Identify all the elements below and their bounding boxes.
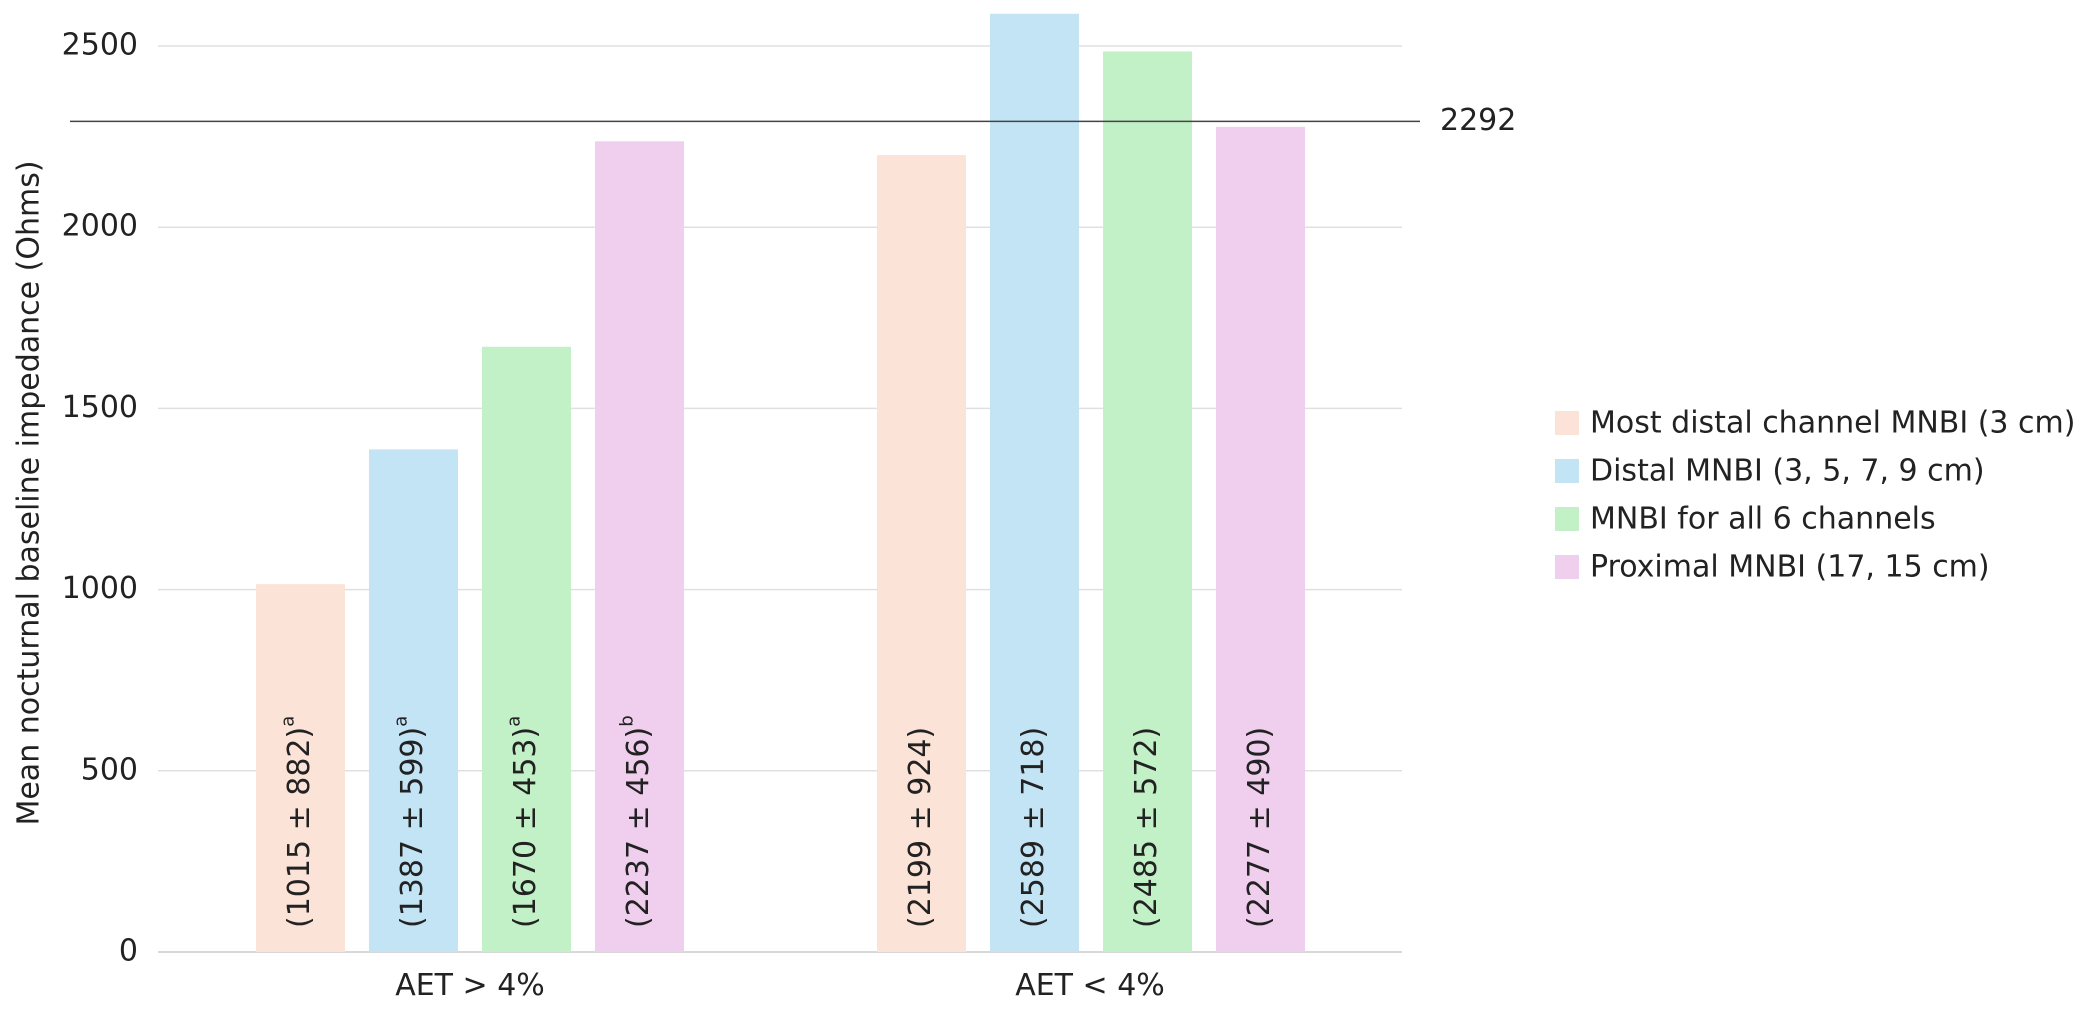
y-tick-label: 0 bbox=[119, 934, 138, 969]
bar bbox=[369, 449, 458, 952]
significance-superscript: a bbox=[504, 716, 525, 727]
y-tick-label: 1000 bbox=[62, 571, 138, 606]
bar-value-label: (1387 ± 599)a bbox=[391, 716, 431, 928]
y-tick-label: 2500 bbox=[62, 28, 138, 63]
bar bbox=[595, 141, 684, 952]
bar-value-label: (2485 ± 572) bbox=[1129, 727, 1164, 928]
category-label: AET < 4% bbox=[1015, 968, 1165, 1003]
y-tick-label: 2000 bbox=[62, 209, 138, 244]
bar-value-label: (1015 ± 882)a bbox=[278, 716, 318, 928]
gridlines bbox=[158, 45, 1402, 953]
significance-superscript: a bbox=[278, 716, 299, 727]
legend-label: Distal MNBI (3, 5, 7, 9 cm) bbox=[1590, 454, 1985, 489]
significance-superscript: b bbox=[617, 715, 638, 726]
bar-labels: (1015 ± 882)a (2199 ± 924) (1387 ± 599)a (2… bbox=[278, 715, 1278, 928]
legend: Most distal channel MNBI (3 cm) Distal MN… bbox=[1555, 406, 2075, 585]
bar bbox=[990, 13, 1079, 953]
y-axis-ticks: 0 500 1000 1500 2000 2500 bbox=[62, 28, 138, 969]
category-label: AET > 4% bbox=[395, 968, 545, 1003]
significance-superscript: a bbox=[391, 716, 412, 727]
legend-swatch bbox=[1555, 459, 1579, 483]
reference-line-group: 2292 bbox=[70, 103, 1516, 138]
legend-swatch bbox=[1555, 555, 1579, 579]
bar-value-label: (2277 ± 490) bbox=[1242, 727, 1277, 928]
bar-value-label: (2199 ± 924) bbox=[903, 727, 938, 928]
bar bbox=[877, 155, 966, 952]
bar-value-label: (2589 ± 718) bbox=[1016, 727, 1051, 928]
y-axis-title: Mean nocturnal baseline impedance (Ohms) bbox=[12, 160, 47, 825]
bar-value-label: (2237 ± 456)b bbox=[617, 715, 657, 928]
legend-label: Proximal MNBI (17, 15 cm) bbox=[1590, 550, 1990, 585]
bar bbox=[1216, 126, 1305, 953]
y-tick-label: 500 bbox=[81, 752, 138, 787]
bar bbox=[1103, 51, 1192, 953]
reference-line-label: 2292 bbox=[1440, 103, 1516, 138]
legend-swatch bbox=[1555, 411, 1579, 435]
legend-label: Most distal channel MNBI (3 cm) bbox=[1590, 406, 2075, 441]
bar-value-label: (1670 ± 453)a bbox=[504, 716, 544, 928]
legend-swatch bbox=[1555, 507, 1579, 531]
bars bbox=[256, 13, 1305, 953]
bar bbox=[256, 584, 345, 952]
category-labels: AET > 4% AET < 4% bbox=[395, 968, 1165, 1003]
bar bbox=[482, 346, 571, 952]
legend-label: MNBI for all 6 channels bbox=[1590, 502, 1936, 537]
y-tick-label: 1500 bbox=[62, 390, 138, 425]
